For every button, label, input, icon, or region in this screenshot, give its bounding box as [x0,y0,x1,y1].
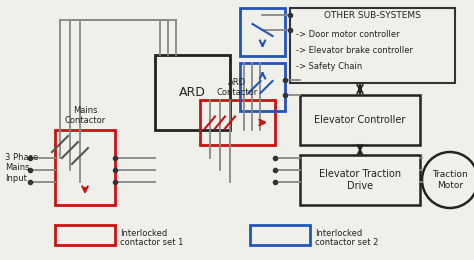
Bar [250,225,310,245]
Text: 3 Phase
Mains
Input: 3 Phase Mains Input [5,153,38,183]
Text: Interlocked: Interlocked [315,229,362,238]
Bar [155,55,230,130]
Text: contactor set 1: contactor set 1 [120,238,183,247]
Text: -> Door motor controller: -> Door motor controller [296,30,400,39]
Text: Mains
Contactor: Mains Contactor [64,106,106,125]
Text: Elevator Controller: Elevator Controller [314,115,406,125]
Text: OTHER SUB-SYSTEMS: OTHER SUB-SYSTEMS [324,11,421,21]
Bar [200,100,275,145]
Text: -> Safety Chain: -> Safety Chain [296,62,362,71]
Text: Interlocked: Interlocked [120,229,167,238]
Text: Traction
Motor: Traction Motor [432,170,468,190]
Text: -> Elevator brake controller: -> Elevator brake controller [296,46,413,55]
Bar [55,130,115,205]
Bar [240,63,285,111]
Text: contactor set 2: contactor set 2 [315,238,378,247]
Bar [300,95,420,145]
Bar [290,8,455,83]
Bar [300,155,420,205]
Text: ARD: ARD [179,86,206,99]
Bar [240,8,285,56]
Text: Elevator Traction
Drive: Elevator Traction Drive [319,169,401,191]
Bar [55,225,115,245]
Text: ARD
Contactor: ARD Contactor [216,77,258,97]
